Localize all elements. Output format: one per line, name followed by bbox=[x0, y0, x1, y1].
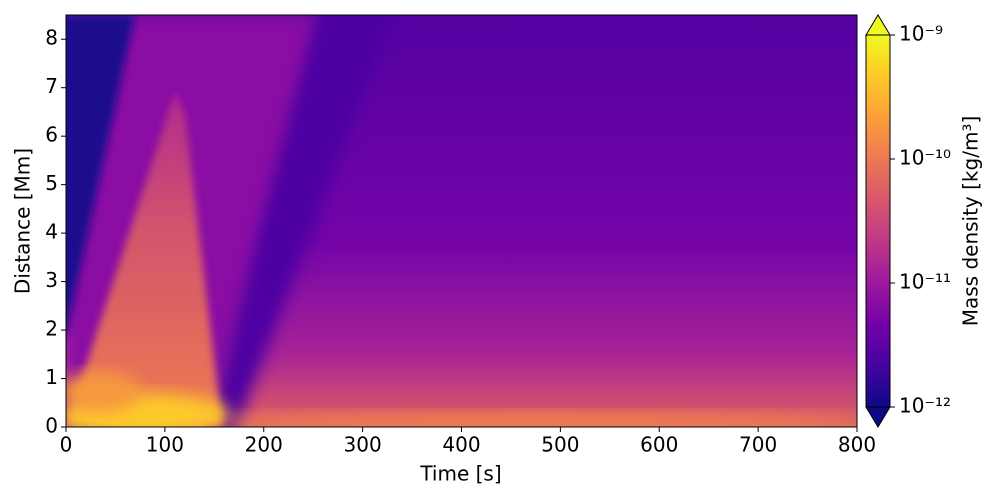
y-tick-label: 8 bbox=[45, 26, 58, 50]
colorbar-tick-label: 10⁻¹¹ bbox=[899, 270, 951, 294]
y-tick-label: 5 bbox=[45, 171, 58, 195]
y-tick-label: 6 bbox=[45, 123, 58, 147]
x-tick-label: 800 bbox=[838, 433, 876, 457]
y-tick-label: 3 bbox=[45, 268, 58, 292]
colorbar-frame bbox=[865, 34, 891, 408]
x-tick-label: 500 bbox=[541, 433, 579, 457]
x-tick-label: 200 bbox=[245, 433, 283, 457]
y-axis-label: Distance [Mm] bbox=[11, 148, 35, 294]
colorbar-label: Mass density [kg/m³] bbox=[959, 116, 983, 327]
colorbar-tick-label: 10⁻¹⁰ bbox=[899, 146, 951, 170]
colorbar-tick-label: 10⁻⁹ bbox=[899, 22, 943, 46]
y-tick-label: 0 bbox=[45, 414, 58, 438]
heatmap bbox=[66, 15, 857, 427]
y-tick-label: 1 bbox=[45, 365, 58, 389]
colorbar-extend-top bbox=[865, 14, 891, 36]
colorbar-extend-bottom bbox=[865, 406, 891, 428]
y-tick-label: 2 bbox=[45, 317, 58, 341]
x-tick-label: 100 bbox=[146, 433, 184, 457]
x-tick-label: 300 bbox=[344, 433, 382, 457]
x-tick-label: 600 bbox=[640, 433, 678, 457]
x-tick-label: 700 bbox=[739, 433, 777, 457]
colorbar bbox=[866, 35, 890, 407]
y-tick-label: 7 bbox=[45, 74, 58, 98]
x-axis-label: Time [s] bbox=[419, 462, 501, 486]
colorbar-tick-label: 10⁻¹² bbox=[899, 394, 951, 418]
x-tick-label: 400 bbox=[442, 433, 480, 457]
y-tick-label: 4 bbox=[45, 220, 58, 244]
x-tick-label: 0 bbox=[60, 433, 73, 457]
